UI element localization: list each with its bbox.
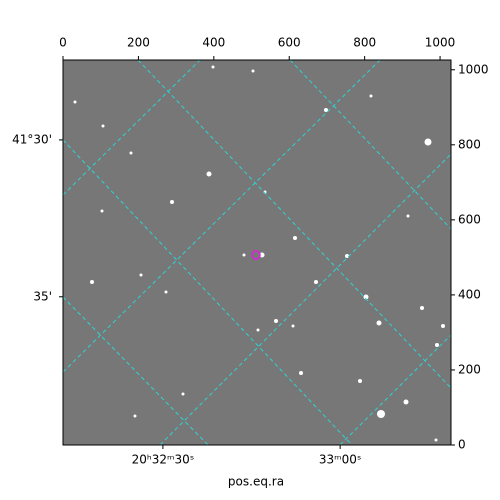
left-tick-label: 41°30' — [12, 132, 52, 146]
top-tick-label: 1000 — [425, 36, 456, 50]
image — [63, 60, 451, 445]
top-tick-label: 800 — [353, 36, 376, 50]
right-tick-label: 600 — [458, 212, 481, 226]
x-axis-label: pos.eq.ra — [228, 475, 284, 489]
target-marker — [251, 250, 261, 260]
frame — [62, 59, 452, 446]
stars — [73, 65, 445, 442]
right-tick-label: 200 — [458, 362, 481, 376]
bottom-tick-label: 20ʰ32ᵐ30ˢ — [132, 453, 195, 467]
right-tick-label: 800 — [458, 137, 481, 151]
top-tick-label: 400 — [202, 36, 225, 50]
left-tick-label: 35' — [33, 289, 52, 303]
right-tick-label: 1000 — [458, 62, 489, 76]
top-tick-label: 600 — [278, 36, 301, 50]
coordinate-grid — [62, 59, 452, 446]
right-tick-label: 400 — [458, 287, 481, 301]
right-tick-label: 0 — [458, 438, 466, 452]
top-tick-label: 200 — [127, 36, 150, 50]
top-tick-label: 0 — [59, 36, 67, 50]
bottom-tick-label: 33ᵐ00ˢ — [319, 453, 362, 467]
